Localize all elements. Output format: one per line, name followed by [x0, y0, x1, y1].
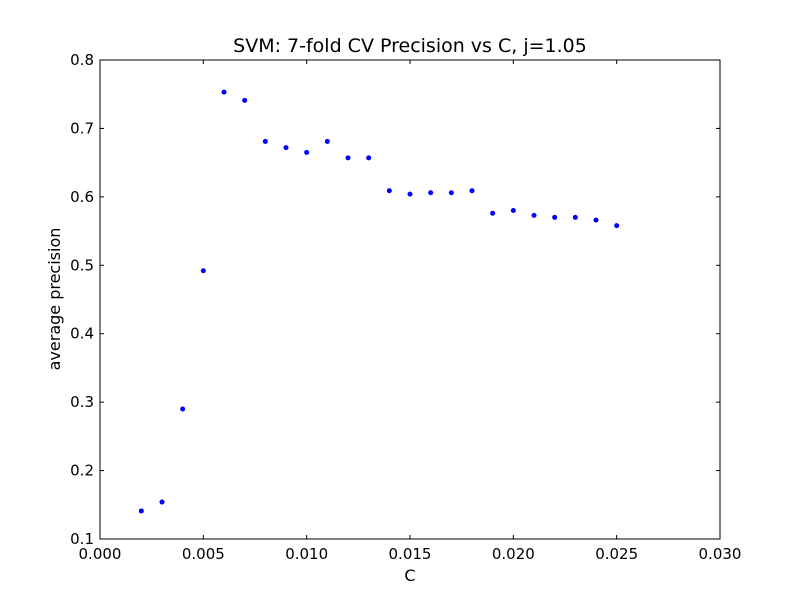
y-tick-label: 0.8: [70, 51, 94, 69]
chart-title: SVM: 7-fold CV Precision vs C, j=1.05: [233, 35, 587, 57]
axis-ticks: 0.000 0.005 0.010 0.015 0.020 0.025 0.030 0.1 0.…: [70, 51, 741, 563]
y-tick-label: 0.1: [70, 530, 94, 548]
data-point: [138, 508, 144, 514]
data-point: [593, 217, 599, 223]
x-axis-label: C: [404, 566, 415, 585]
data-point: [469, 188, 475, 194]
data-point: [242, 97, 248, 103]
y-axis-label: average precision: [45, 228, 64, 371]
x-tick-label: 0.025: [595, 545, 638, 563]
x-tick-label: 0.010: [285, 545, 328, 563]
data-point: [221, 89, 227, 95]
y-tick-label: 0.7: [70, 119, 94, 137]
x-tick-label: 0.020: [492, 545, 535, 563]
data-point: [614, 223, 620, 229]
data-points: [138, 89, 620, 514]
data-point: [448, 190, 454, 196]
data-point: [180, 406, 186, 412]
data-point: [510, 208, 516, 214]
data-point: [159, 499, 165, 505]
data-point: [200, 268, 206, 274]
x-tick-label: 0.030: [699, 545, 742, 563]
data-point: [428, 190, 434, 196]
data-point: [324, 138, 330, 144]
data-point: [262, 138, 268, 144]
data-point: [304, 149, 310, 155]
data-point: [531, 212, 537, 218]
x-tick-label: 0.000: [79, 545, 122, 563]
y-tick-label: 0.4: [70, 325, 94, 343]
data-point: [386, 188, 392, 194]
x-tick-label: 0.005: [182, 545, 225, 563]
plot-area-frame: [99, 59, 721, 540]
y-tick-label: 0.2: [70, 462, 94, 480]
data-point: [283, 145, 289, 151]
data-point: [407, 191, 413, 197]
y-tick-label: 0.5: [70, 256, 94, 274]
y-tick-label: 0.3: [70, 393, 94, 411]
data-point: [490, 210, 496, 216]
x-tick-label: 0.015: [389, 545, 432, 563]
data-point: [345, 155, 351, 161]
data-point: [572, 214, 578, 220]
data-point: [366, 155, 372, 161]
y-tick-label: 0.6: [70, 188, 94, 206]
data-point: [552, 214, 558, 220]
